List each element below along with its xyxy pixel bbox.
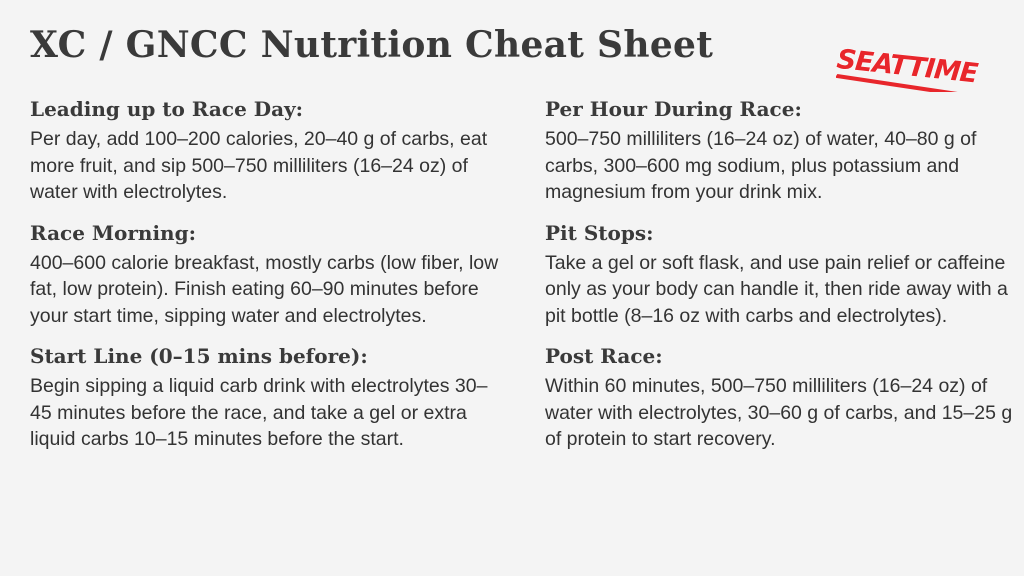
seattime-logo: SEATTIME xyxy=(836,44,981,92)
section-body: Per day, add 100–200 calories, 20–40 g o… xyxy=(30,128,488,203)
section-body: 400–600 calorie breakfast, mostly carbs … xyxy=(30,251,499,327)
section-body: Begin sipping a liquid carb drink with e… xyxy=(30,375,488,450)
section-heading: Start Line (0–15 mins before): xyxy=(30,344,368,368)
section-start-line: Start Line (0–15 mins before): Begin sip… xyxy=(30,343,500,453)
section-race-morning: Race Morning: 400–600 calorie breakfast,… xyxy=(30,220,500,330)
page-title: XC / GNCC Nutrition Cheat Sheet xyxy=(30,24,714,66)
section-heading: Leading up to Race Day: xyxy=(30,97,304,121)
section-body: Within 60 minutes, 500–750 milliliters (… xyxy=(545,375,1013,450)
section-per-hour: Per Hour During Race: 500–750 milliliter… xyxy=(545,96,1015,206)
section-post-race: Post Race: Within 60 minutes, 500–750 mi… xyxy=(545,343,1015,453)
logo-swoosh xyxy=(836,73,973,92)
section-body: Take a gel or soft flask, and use pain r… xyxy=(545,251,1008,327)
section-heading: Per Hour During Race: xyxy=(545,97,802,121)
left-column: Leading up to Race Day: Per day, add 100… xyxy=(30,96,500,453)
logo-text: SEATTIME xyxy=(836,44,980,90)
section-heading: Pit Stops: xyxy=(545,220,654,245)
section-leading-up: Leading up to Race Day: Per day, add 100… xyxy=(30,96,500,206)
section-body: 500–750 milliliters (16–24 oz) of water,… xyxy=(545,128,977,203)
section-pit-stops: Pit Stops: Take a gel or soft flask, and… xyxy=(545,220,1015,330)
right-column: Per Hour During Race: 500–750 milliliter… xyxy=(545,96,1015,453)
section-heading: Post Race: xyxy=(545,344,663,368)
section-heading: Race Morning: xyxy=(30,220,196,245)
